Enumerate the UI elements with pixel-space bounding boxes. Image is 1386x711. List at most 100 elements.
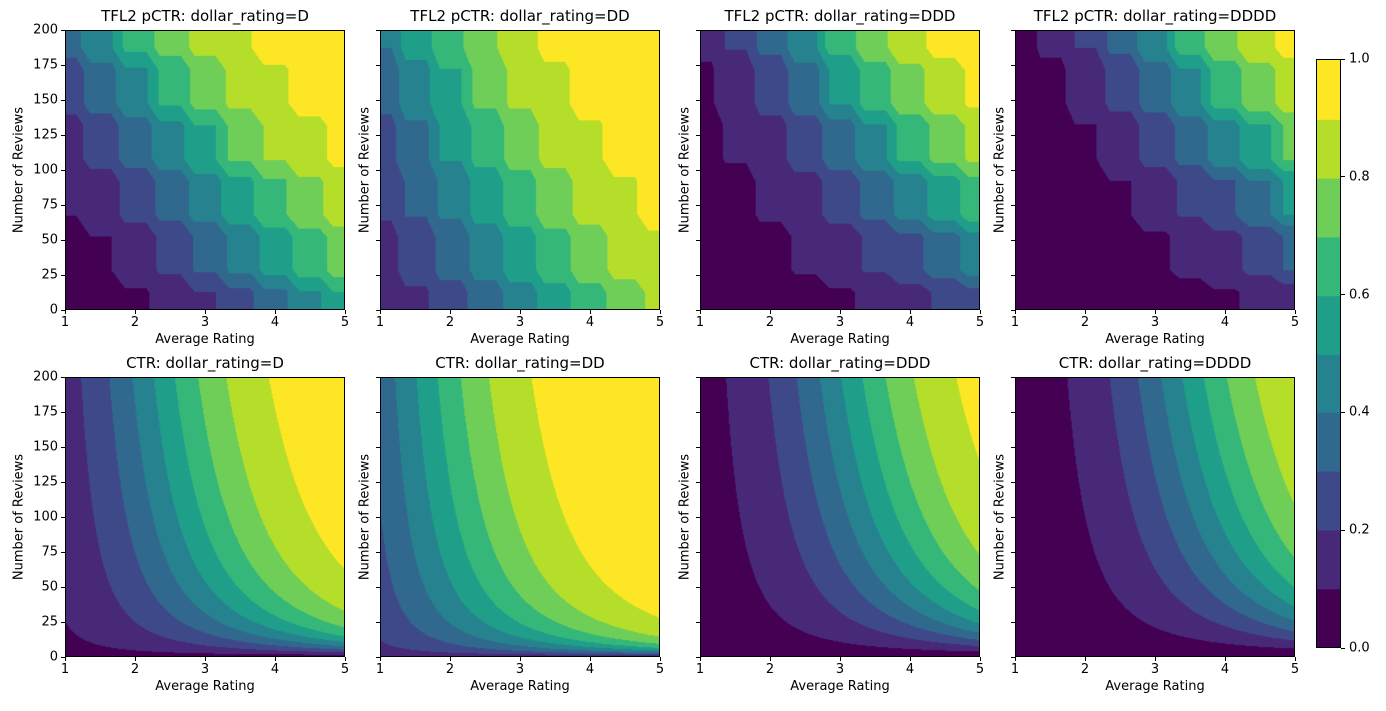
colorbar-tick-label: 0.0 (1349, 640, 1370, 656)
plot-axes (700, 30, 980, 310)
subplot-ctr-ddd: CTR: dollar_rating=DDD Number of Reviews… (678, 354, 985, 694)
x-tick-label: 4 (585, 662, 595, 677)
x-tick-mark (910, 657, 911, 661)
x-tick-label: 1 (695, 662, 705, 677)
x-tick-mark (1155, 657, 1156, 661)
x-tick-label: 5 (975, 315, 985, 330)
x-tick-mark (770, 310, 771, 314)
y-tick-mark (376, 517, 380, 518)
y-tick-mark (1011, 482, 1015, 483)
contour-plot-canvas (1016, 31, 1294, 309)
y-tick-mark (61, 657, 65, 658)
x-tick-label: 3 (515, 315, 525, 330)
y-tick-mark (696, 310, 700, 311)
contour-plot-canvas (66, 378, 344, 656)
subplot-tfl2-dd: TFL2 pCTR: dollar_rating=DD Number of Re… (358, 7, 665, 347)
x-tick-mark (660, 657, 661, 661)
y-tick-mark (1011, 30, 1015, 31)
y-tick-mark (61, 310, 65, 311)
y-tick-mark (1011, 170, 1015, 171)
subplot-title: CTR: dollar_rating=DDDD (1058, 354, 1252, 372)
y-tick-mark (376, 170, 380, 171)
y-tick-mark (1011, 657, 1015, 658)
x-tick-label: 1 (375, 662, 385, 677)
x-axis-label: Average Rating (1105, 332, 1205, 347)
y-tick-label: 25 (41, 267, 58, 283)
y-axis-label: Number of Reviews (357, 453, 373, 581)
colorbar-tick-mark (1341, 176, 1345, 178)
y-tick-mark (696, 135, 700, 136)
contour-plot-canvas (66, 31, 344, 309)
y-tick-mark (61, 135, 65, 136)
x-tick-mark (65, 310, 66, 314)
x-tick-label: 1 (60, 315, 70, 330)
colorbar-outline (1316, 59, 1341, 648)
y-tick-mark (61, 30, 65, 31)
y-tick-label: 175 (33, 57, 58, 73)
y-tick-mark (376, 65, 380, 66)
y-tick-mark (1011, 275, 1015, 276)
x-tick-mark (980, 310, 981, 314)
subplot-tfl2-dddd: TFL2 pCTR: dollar_rating=DDDD Number of … (993, 7, 1300, 347)
x-tick-label: 4 (270, 315, 280, 330)
x-tick-mark (590, 310, 591, 314)
x-tick-label: 2 (1080, 315, 1090, 330)
y-tick-mark (696, 275, 700, 276)
plot-axes (380, 377, 660, 657)
y-tick-mark (376, 30, 380, 31)
y-tick-mark (1011, 552, 1015, 553)
contour-plot-canvas (701, 378, 979, 656)
y-tick-mark (696, 412, 700, 413)
y-tick-mark (61, 517, 65, 518)
x-tick-mark (205, 657, 206, 661)
contour-plot-canvas (381, 378, 659, 656)
x-tick-mark (700, 657, 701, 661)
y-tick-mark (376, 240, 380, 241)
plot-axes (1015, 30, 1295, 310)
y-tick-mark (61, 377, 65, 378)
y-tick-mark (696, 517, 700, 518)
x-axis-label: Average Rating (790, 679, 890, 694)
x-tick-label: 5 (1290, 662, 1300, 677)
x-tick-mark (910, 310, 911, 314)
y-tick-label: 75 (41, 197, 58, 213)
x-tick-mark (380, 657, 381, 661)
x-tick-mark (840, 310, 841, 314)
x-tick-label: 2 (445, 662, 455, 677)
x-tick-mark (1225, 310, 1226, 314)
y-tick-mark (376, 412, 380, 413)
x-tick-label: 5 (655, 662, 665, 677)
x-tick-mark (345, 310, 346, 314)
x-tick-mark (205, 310, 206, 314)
x-tick-mark (135, 310, 136, 314)
contour-plot-canvas (1016, 378, 1294, 656)
y-tick-label: 25 (41, 614, 58, 630)
x-axis-label: Average Rating (155, 679, 255, 694)
y-tick-label: 100 (33, 509, 58, 525)
y-tick-mark (61, 65, 65, 66)
subplot-ctr-dddd: CTR: dollar_rating=DDDD Number of Review… (993, 354, 1300, 694)
x-tick-mark (450, 310, 451, 314)
x-axis-label: Average Rating (155, 332, 255, 347)
y-axis-label: Number of Reviews (357, 106, 373, 234)
colorbar-tick-mark (1341, 411, 1345, 413)
x-tick-label: 3 (200, 662, 210, 677)
y-tick-mark (1011, 622, 1015, 623)
colorbar-tick-label: 0.8 (1349, 169, 1370, 185)
y-tick-mark (696, 552, 700, 553)
y-tick-mark (376, 447, 380, 448)
x-tick-label: 3 (1150, 662, 1160, 677)
plot-axes (380, 30, 660, 310)
y-tick-mark (1011, 100, 1015, 101)
subplot-title: TFL2 pCTR: dollar_rating=DDD (724, 7, 956, 25)
y-tick-mark (1011, 377, 1015, 378)
y-tick-mark (376, 135, 380, 136)
y-tick-mark (1011, 517, 1015, 518)
y-tick-label: 200 (33, 369, 58, 385)
colorbar-gradient (1317, 60, 1340, 647)
x-tick-mark (770, 657, 771, 661)
x-tick-label: 2 (1080, 662, 1090, 677)
y-tick-mark (696, 205, 700, 206)
contour-plot-canvas (381, 31, 659, 309)
